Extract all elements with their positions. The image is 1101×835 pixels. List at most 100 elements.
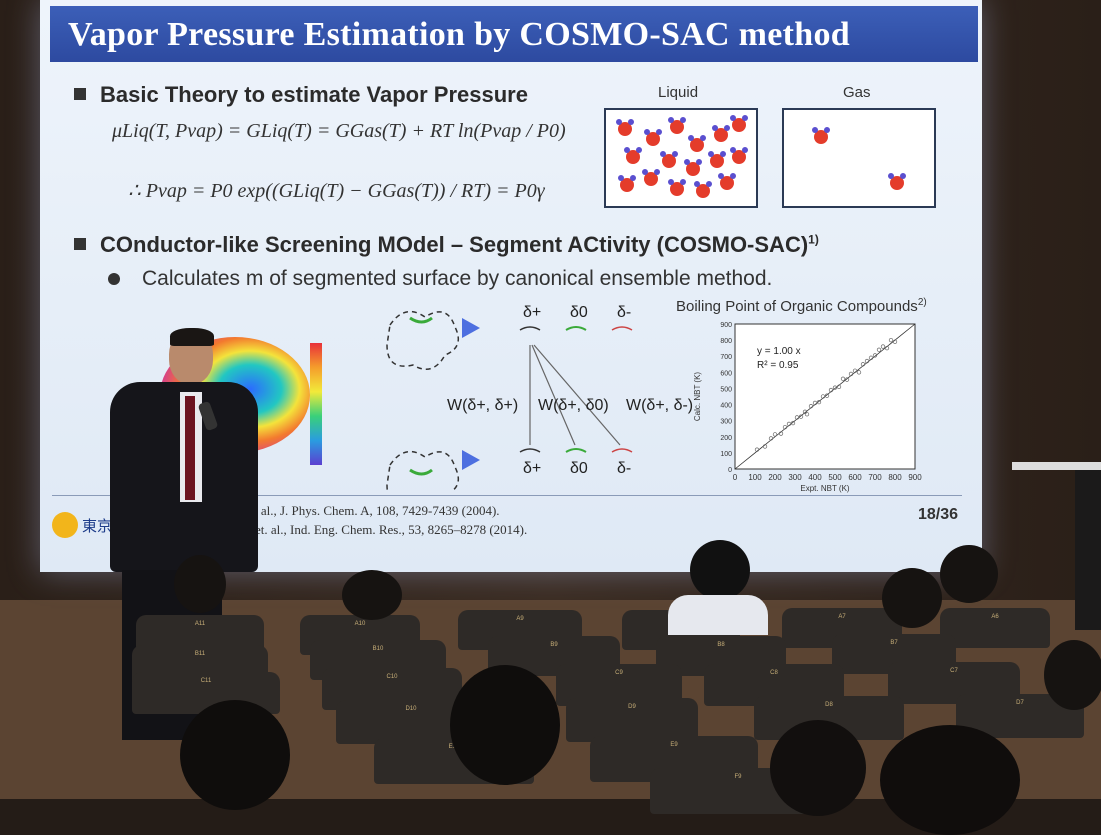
gas-label: Gas	[843, 84, 871, 101]
square-bullet-icon	[74, 88, 86, 100]
data-point	[840, 376, 846, 381]
y-tick-label: 500	[720, 386, 732, 393]
y-tick-label: 400	[720, 403, 732, 410]
molecule-icon	[694, 181, 712, 198]
data-point	[816, 399, 822, 405]
seat-label: F9	[734, 774, 742, 780]
molecule-icon	[618, 175, 636, 192]
side-table	[1012, 462, 1101, 470]
molecule-icon	[660, 151, 678, 168]
page-number: 18/36	[918, 506, 959, 523]
slide-title-bar: Vapor Pressure Estimation by COSMO-SAC m…	[50, 6, 978, 62]
delta-top-zero: δ0	[570, 304, 588, 321]
round-bullet-icon	[108, 273, 120, 285]
square-bullet-icon	[74, 238, 86, 250]
arrow-icon	[462, 318, 480, 338]
molecule-icon	[624, 147, 642, 164]
data-point	[812, 400, 818, 406]
seat-label: D9	[628, 704, 636, 710]
seat-label: B10	[372, 646, 384, 652]
molecule-icon	[684, 159, 702, 176]
delta-bottom-zero: δ0	[570, 460, 588, 477]
molecule-icon	[668, 179, 686, 196]
molecule-icon	[708, 151, 726, 168]
reference-1: S. T. et. al., J. Phys. Chem. A, 108, 74…	[218, 503, 500, 518]
w-label-3: W(δ+, δ-)	[626, 397, 694, 414]
projection-screen: Vapor Pressure Estimation by COSMO-SAC m…	[40, 0, 982, 572]
y-tick-label: 900	[720, 322, 732, 329]
gas-box	[782, 108, 936, 208]
molecule-icon	[642, 169, 660, 186]
seat-label: A9	[516, 616, 524, 622]
data-point	[864, 358, 870, 364]
x-tick-label: 800	[888, 473, 902, 482]
y-tick-label: 200	[720, 435, 732, 442]
data-point	[778, 431, 784, 436]
data-point	[804, 412, 810, 417]
data-point	[884, 346, 890, 351]
x-axis-label: Expt. NBT (K)	[800, 484, 850, 493]
molecule-icon	[888, 173, 906, 190]
data-point	[768, 436, 774, 441]
audience-head-foreground	[450, 665, 560, 785]
seat-a6: A6	[940, 608, 1050, 648]
x-tick-label: 600	[848, 473, 862, 482]
audience-head	[882, 568, 942, 628]
seat-label: C10	[386, 674, 398, 680]
molecule-icon	[668, 117, 686, 134]
delta-bottom-minus: δ-	[617, 460, 632, 477]
audience-head-foreground	[770, 720, 866, 816]
seat-label: A7	[838, 614, 846, 620]
logo-text: 東京	[82, 517, 113, 535]
audience-head-foreground	[180, 700, 290, 810]
boiling-point-scatter-chart: 0 100 200 300 400 500 600 700 800 900 0 100 200 300 40…	[693, 322, 922, 493]
molecule-icon	[712, 125, 730, 142]
molecule-icon	[718, 173, 736, 190]
data-point	[820, 394, 826, 399]
data-point	[828, 387, 834, 393]
data-point	[798, 414, 804, 419]
podium	[1075, 470, 1101, 630]
seat-label: C7	[950, 668, 958, 674]
section-heading-basic-theory: Basic Theory to estimate Vapor Pressure	[74, 82, 528, 108]
seat-label: B8	[717, 642, 725, 648]
w-label-1: W(δ+, δ+)	[447, 397, 519, 414]
delta-top-minus: δ-	[617, 304, 632, 321]
seat-label: C8	[770, 670, 778, 676]
molecule-icon	[644, 129, 662, 146]
audience-head	[174, 555, 226, 613]
x-tick-label: 700	[868, 473, 882, 482]
seat-label: D7	[1016, 700, 1024, 706]
x-tick-label: 200	[768, 473, 782, 482]
y-tick-label: 100	[720, 451, 732, 458]
seat-label: C11	[200, 678, 212, 684]
y-tick-label: 0	[728, 467, 732, 474]
data-point	[794, 415, 800, 420]
audience-shirt	[668, 595, 768, 635]
seat-d9: D9	[566, 698, 698, 742]
audience-head-foreground	[880, 725, 1020, 835]
w-label-2: W(δ+, δ0)	[538, 397, 609, 414]
data-point	[856, 370, 862, 375]
y-tick-label: 600	[720, 370, 732, 377]
equation-1: μLiq(T, Pvap) = GLiq(T) = GGas(T) + RT l…	[112, 120, 566, 142]
x-tick-label: 300	[788, 473, 802, 482]
speaker-hair	[170, 328, 214, 346]
y-axis-label: Calc. NBT (K)	[693, 372, 702, 422]
x-tick-label: 500	[828, 473, 842, 482]
chart-annotation: R² = 0.95	[757, 360, 799, 371]
audience-head	[940, 545, 998, 603]
data-point	[808, 404, 814, 409]
university-logo-icon	[52, 512, 78, 538]
seat-label: D8	[825, 702, 833, 708]
data-point	[868, 355, 874, 360]
x-tick-label: 0	[733, 473, 738, 482]
reference-2: Xiong, et. al., Ind. Eng. Chem. Res., 53…	[216, 522, 528, 537]
seat-label: A6	[991, 614, 999, 620]
segment-interaction-diagram	[386, 310, 633, 490]
delta-top-plus: δ+	[523, 304, 542, 321]
data-point	[790, 420, 796, 426]
liquid-box	[604, 108, 758, 208]
molecule-icon	[730, 147, 748, 164]
seat-label: B11	[194, 651, 206, 657]
